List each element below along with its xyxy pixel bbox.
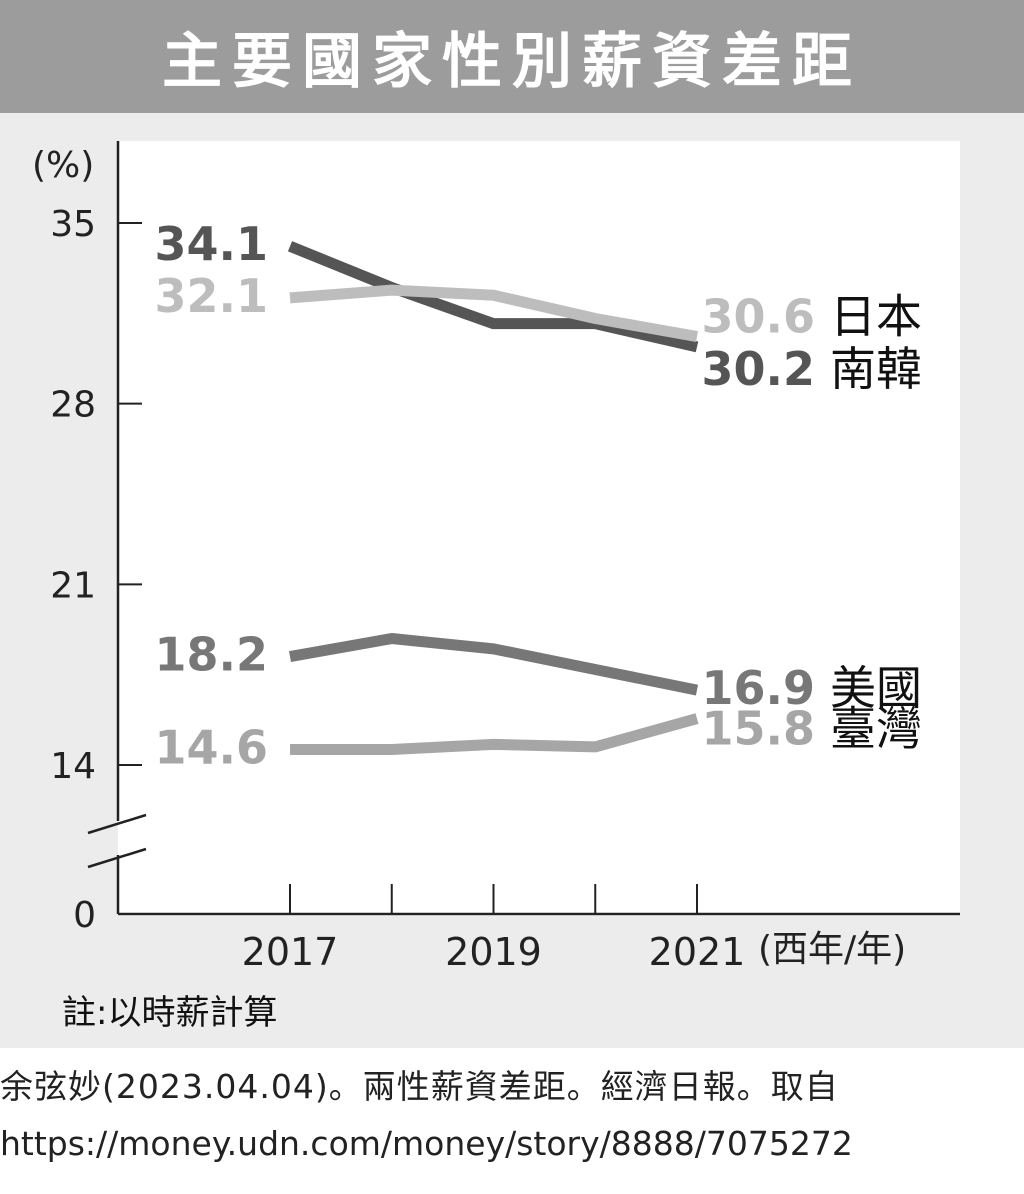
y-tick-label: 21 [50,565,96,606]
series-end-label: 30.2 [702,342,816,396]
source-url[interactable]: https://money.udn.com/money/story/8888/7… [0,1124,853,1163]
series-name-label: 南韓 [830,342,922,396]
credit-line: 余弦妙(2023.04.04)。兩性薪資差距。經濟日報。取自 [0,1067,839,1106]
chart-title: 主要國家性別薪資差距 [162,27,862,97]
series-start-label: 18.2 [155,628,269,682]
series-name-label: 日本 [830,290,922,344]
series-line-1 [289,284,698,342]
series-start-label: 14.6 [155,721,269,775]
title-bar: 主要國家性別薪資差距 [0,0,1024,113]
series-line-3 [290,713,699,756]
y-tick-label: 28 [50,385,96,426]
series-name-label: 臺灣 [830,702,922,756]
x-unit-label: (西年/年) [758,929,906,970]
series-start-label: 32.1 [155,269,269,323]
series-line-2 [289,633,699,696]
x-tick-label: 2021 [649,930,746,974]
series-end-label: 15.8 [702,702,816,756]
chart-note: 註:以時薪計算 [62,993,278,1033]
y-tick-label: 35 [50,204,96,245]
axis-break-mark [87,813,147,835]
y-unit-label: (%) [32,145,94,186]
series-name-label: 美國 [830,661,922,715]
y-tick-label: 14 [50,746,96,787]
series-end-label: 16.9 [702,661,816,715]
axis-break-mark [87,847,147,869]
y-tick-label: 0 [73,895,96,936]
x-tick-label: 2017 [242,930,339,974]
series-end-label: 30.6 [702,290,816,344]
series-line-0 [287,241,699,353]
line-chart: 0 14 21 28 35 (%) 2017 2019 2021 (西年/年) 34.1 30.2 南韓… [32,141,960,974]
series-start-label: 34.1 [155,217,269,271]
plot-area [118,141,960,916]
x-tick-label: 2019 [445,930,542,974]
